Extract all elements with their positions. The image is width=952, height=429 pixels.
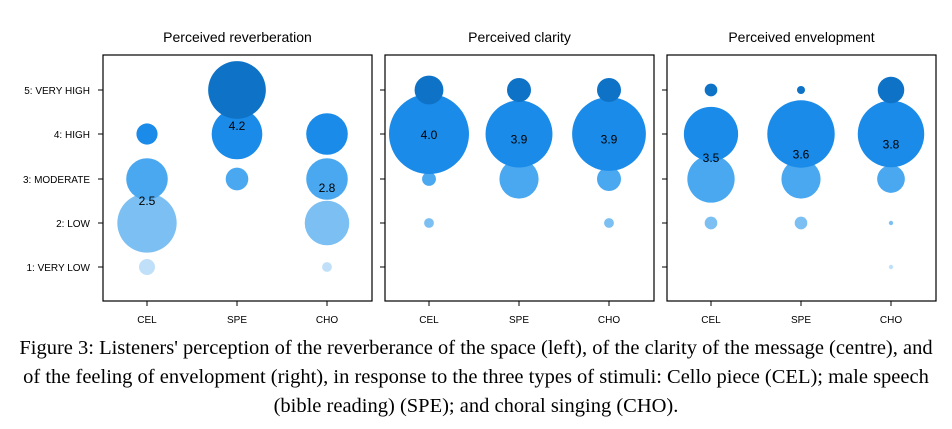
bubble xyxy=(139,259,155,275)
bubble xyxy=(422,172,436,186)
y-tick-label: 3: MODERATE xyxy=(23,175,90,186)
mean-label: 3.5 xyxy=(703,151,720,165)
bubble xyxy=(322,262,332,272)
bubble xyxy=(889,265,893,269)
bubble xyxy=(136,123,157,144)
bubble xyxy=(226,168,249,191)
bubble xyxy=(877,165,905,193)
panel-title: Perceived envelopment xyxy=(728,29,874,45)
bubble xyxy=(507,78,531,102)
mean-label: 2.5 xyxy=(139,194,156,208)
mean-label: 3.6 xyxy=(793,147,810,161)
bubble xyxy=(597,78,621,102)
bubble xyxy=(889,221,893,225)
panel-title: Perceived reverberation xyxy=(163,29,312,45)
x-tick-label: CHO xyxy=(598,315,620,326)
bubble xyxy=(415,76,444,105)
mean-label: 3.9 xyxy=(601,132,618,146)
x-tick-label: CEL xyxy=(419,315,439,326)
bubble xyxy=(705,217,718,230)
y-tick-label: 4: HIGH xyxy=(54,130,90,141)
bubble xyxy=(424,218,434,228)
mean-label: 3.8 xyxy=(883,138,900,152)
mean-label: 4.0 xyxy=(421,128,438,142)
bubble xyxy=(604,218,614,228)
panel-title: Perceived clarity xyxy=(468,29,571,45)
bubble xyxy=(795,217,808,230)
x-tick-label: CEL xyxy=(701,315,721,326)
bubble xyxy=(306,113,348,155)
y-tick-label: 2: LOW xyxy=(56,219,90,230)
bubble-chart-figure: 1: VERY LOW 2: LOW 3: MODERATE 4: HIGH 5: VE… xyxy=(0,0,952,330)
bubble xyxy=(858,101,924,167)
y-tick-label: 5: VERY HIGH xyxy=(24,86,90,97)
x-tick-label: CEL xyxy=(137,315,157,326)
mean-label: 2.8 xyxy=(319,181,336,195)
bubble xyxy=(878,77,905,104)
x-tick-label: SPE xyxy=(791,315,811,326)
bubble xyxy=(705,84,718,97)
y-tick-label: 1: VERY LOW xyxy=(26,263,90,274)
x-tick-label: CHO xyxy=(316,315,338,326)
mean-label: 3.9 xyxy=(511,132,528,146)
bubble xyxy=(305,201,350,246)
x-tick-label: CHO xyxy=(880,315,902,326)
x-tick-label: SPE xyxy=(509,315,529,326)
mean-label: 4.2 xyxy=(229,119,246,133)
figure-caption: Figure 3: Listeners' perception of the r… xyxy=(12,334,940,421)
x-tick-label: SPE xyxy=(227,315,247,326)
bubble xyxy=(797,86,805,94)
bubble xyxy=(208,61,266,119)
